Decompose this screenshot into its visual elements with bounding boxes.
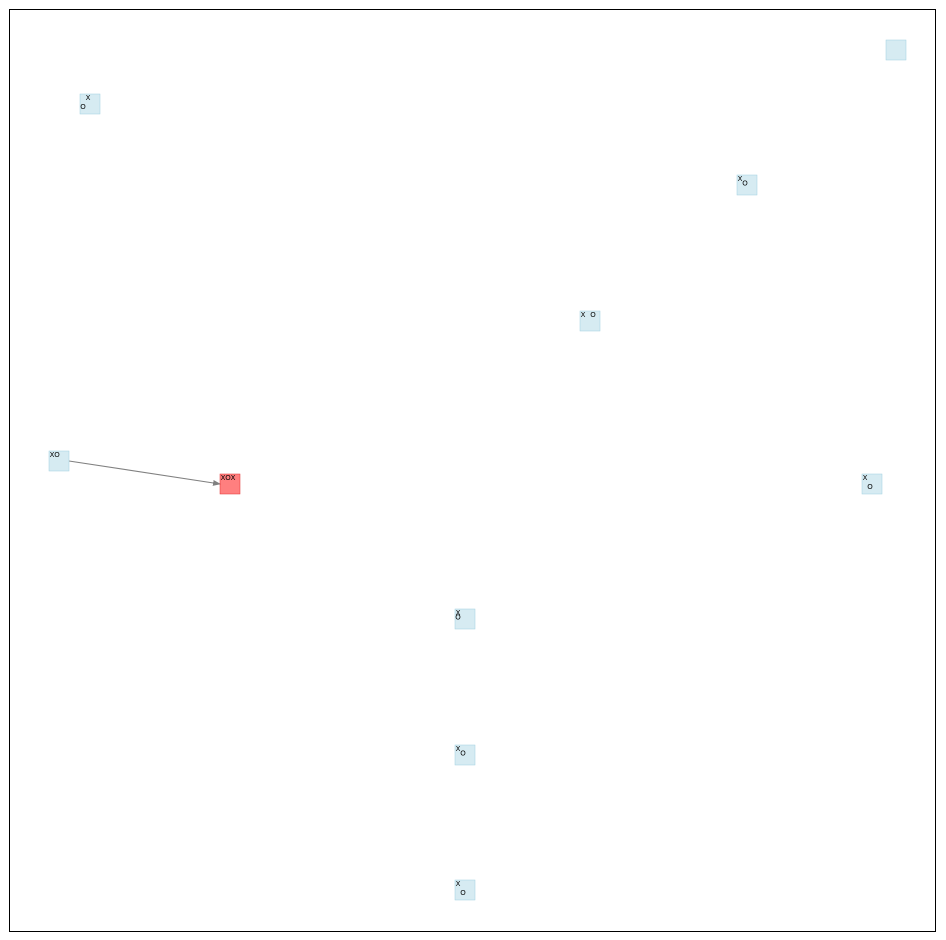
board-cell-mark: O xyxy=(455,614,461,622)
board-cell-mark: O xyxy=(54,451,60,459)
edges-layer xyxy=(68,460,221,486)
board-cell-mark: O xyxy=(460,889,466,897)
board-node-top-right[interactable] xyxy=(885,39,907,61)
board-cell-mark: O xyxy=(742,180,748,188)
board-node-upper-right[interactable]: XO xyxy=(736,174,758,196)
board-cell-mark: X xyxy=(863,474,868,482)
board-cell-mark: X xyxy=(456,609,461,617)
board-cell-mark: X xyxy=(738,175,743,183)
edge-left-source-to-terminal xyxy=(68,460,221,486)
board-node-upper-left[interactable]: XO xyxy=(79,93,101,115)
board-cell-mark: X xyxy=(456,880,461,888)
board-square xyxy=(736,174,758,196)
board-cell-mark: O xyxy=(460,750,466,758)
board-cell-mark: X xyxy=(456,745,461,753)
board-node-bottom[interactable]: XO xyxy=(454,879,476,901)
board-cell-mark: X xyxy=(581,311,586,319)
board-node-lower-1[interactable]: XO xyxy=(454,608,476,630)
board-square xyxy=(861,473,883,495)
board-cell-mark: X xyxy=(50,451,55,459)
board-square xyxy=(454,744,476,766)
board-cell-mark: O xyxy=(225,474,231,482)
board-cell-mark: O xyxy=(867,483,873,491)
board-square xyxy=(48,450,70,472)
board-node-lower-2[interactable]: XO xyxy=(454,744,476,766)
board-cell-mark: X xyxy=(86,94,91,102)
board-square xyxy=(454,608,476,630)
terminal-board-square xyxy=(219,473,241,495)
board-square xyxy=(579,310,601,332)
board-square xyxy=(79,93,101,115)
board-square xyxy=(885,39,907,61)
plot-frame xyxy=(9,9,936,932)
board-cell-mark: X xyxy=(231,474,236,482)
board-cell-mark: X xyxy=(221,474,226,482)
board-cell-mark: O xyxy=(590,311,596,319)
board-square xyxy=(454,879,476,901)
board-node-right[interactable]: XO xyxy=(861,473,883,495)
board-cell-mark: O xyxy=(80,103,86,111)
